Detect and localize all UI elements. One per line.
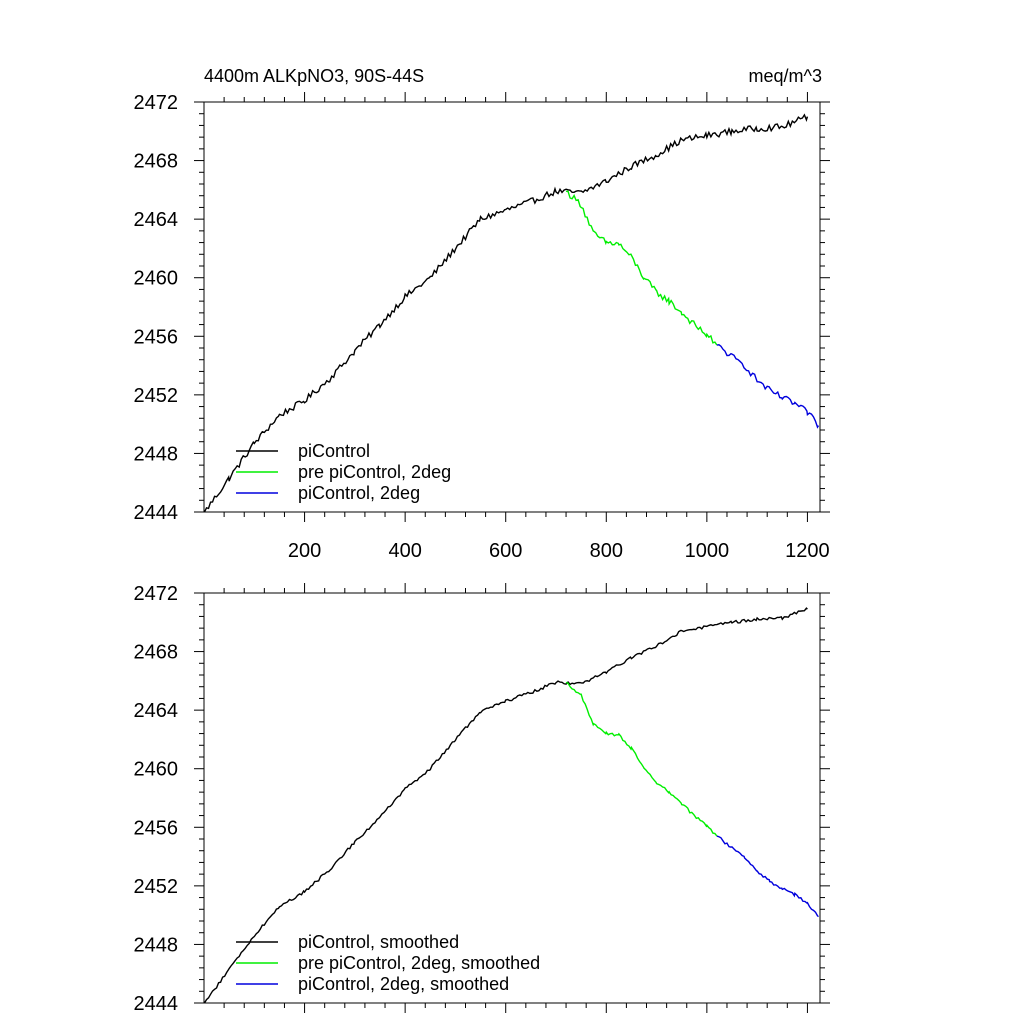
legend-label: piControl, 2deg — [298, 483, 420, 503]
series-line-1 — [204, 113, 809, 512]
series-line-3 — [716, 344, 820, 429]
y-tick-label: 2448 — [134, 443, 179, 465]
y-tick-label: 2456 — [134, 817, 179, 839]
plot-frame — [203, 592, 821, 1004]
legend-label: pre piControl, 2deg — [298, 462, 451, 482]
y-tick-label: 2444 — [134, 993, 179, 1015]
series-line-2 — [565, 681, 718, 837]
y-tick-label: 2464 — [134, 700, 179, 722]
y-tick-label: 2460 — [134, 759, 179, 781]
y-tick-label: 2448 — [134, 934, 179, 956]
x-tick-label: 1000 — [685, 540, 730, 562]
panel-bottom: 2444 2448 2452 2456 2460 2464 2468 2472 piContro… — [134, 583, 830, 1015]
y-tick-label: 2460 — [134, 268, 179, 290]
y-tick-label: 2464 — [134, 209, 179, 231]
legend-label: piControl — [298, 441, 370, 461]
units-label: meq/m^3 — [749, 66, 822, 86]
x-tick-label: 200 — [288, 540, 321, 562]
panel-top: 200 400 600 800 1000 1200 2444 2448 2452 2456 2460… — [134, 92, 830, 562]
series-line-1 — [204, 607, 808, 1003]
x-tick-label: 600 — [489, 540, 522, 562]
y-tick-label: 2472 — [134, 583, 179, 605]
legend-label: piControl, 2deg, smoothed — [298, 974, 509, 994]
y-tick-label: 2468 — [134, 642, 179, 664]
x-tick-label: 400 — [388, 540, 421, 562]
plot-title: 4400m ALKpNO3, 90S-44S — [204, 66, 424, 86]
y-tick-label: 2456 — [134, 326, 179, 348]
y-tick-label: 2444 — [134, 502, 179, 524]
y-tick-label: 2468 — [134, 151, 179, 173]
x-tick-label: 800 — [590, 540, 623, 562]
y-tick-label: 2472 — [134, 92, 179, 114]
legend-label: pre piControl, 2deg, smoothed — [298, 953, 540, 973]
y-tick-label: 2452 — [134, 876, 179, 898]
series-line-3 — [716, 835, 819, 918]
y-tick-label: 2452 — [134, 385, 179, 407]
x-tick-label: 1200 — [785, 540, 830, 562]
plot-frame — [203, 101, 821, 513]
series-line-2 — [566, 190, 718, 346]
legend-label: piControl, smoothed — [298, 932, 459, 952]
